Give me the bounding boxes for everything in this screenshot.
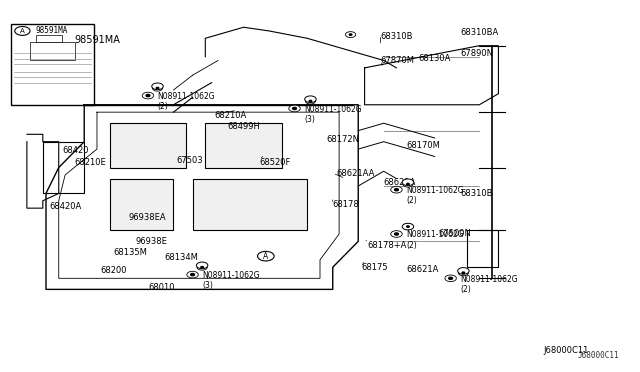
Text: 98591MA: 98591MA <box>75 35 120 45</box>
Circle shape <box>292 108 296 110</box>
Circle shape <box>191 273 195 276</box>
Text: 68178+A: 68178+A <box>368 241 407 250</box>
Text: 68621AA: 68621AA <box>336 169 374 177</box>
Text: 98591MA: 98591MA <box>35 26 68 35</box>
Text: 68310B: 68310B <box>460 189 493 198</box>
Circle shape <box>197 264 207 270</box>
Text: 68420A: 68420A <box>49 202 81 211</box>
Circle shape <box>349 34 352 35</box>
Text: 68621A: 68621A <box>384 178 416 187</box>
Text: 68170M: 68170M <box>406 141 440 150</box>
Text: 67503: 67503 <box>177 155 204 165</box>
Text: 68200: 68200 <box>100 266 127 275</box>
Circle shape <box>462 272 465 273</box>
Circle shape <box>152 83 163 90</box>
Circle shape <box>346 32 356 38</box>
Text: 68172N: 68172N <box>326 135 360 144</box>
Circle shape <box>449 277 452 279</box>
Circle shape <box>142 92 154 99</box>
Text: A: A <box>263 251 268 261</box>
Text: J68000C11: J68000C11 <box>578 350 620 359</box>
Circle shape <box>458 270 468 276</box>
Circle shape <box>146 94 150 97</box>
Text: 67870M: 67870M <box>381 56 415 65</box>
Circle shape <box>402 179 413 186</box>
Text: 68175: 68175 <box>362 263 388 272</box>
Circle shape <box>403 224 413 230</box>
Circle shape <box>406 226 409 227</box>
Text: 67500N: 67500N <box>438 230 471 238</box>
Circle shape <box>394 189 398 191</box>
Circle shape <box>458 267 469 274</box>
Text: 68130A: 68130A <box>419 54 451 63</box>
Text: N08911-1062G
(2): N08911-1062G (2) <box>406 230 463 250</box>
Circle shape <box>394 233 398 235</box>
Bar <box>30 42 75 61</box>
Text: 68135M: 68135M <box>113 248 147 257</box>
Circle shape <box>289 105 300 112</box>
Text: 96938EA: 96938EA <box>129 213 166 222</box>
Circle shape <box>309 100 312 102</box>
Bar <box>205 123 282 167</box>
Circle shape <box>391 186 402 193</box>
Bar <box>109 123 186 167</box>
Text: 68310BA: 68310BA <box>460 28 499 37</box>
Text: 68178: 68178 <box>333 200 360 209</box>
Circle shape <box>187 271 198 278</box>
Text: A: A <box>20 28 25 34</box>
Text: 68520F: 68520F <box>259 157 291 167</box>
Text: N08911-1062G
(2): N08911-1062G (2) <box>460 275 518 294</box>
Circle shape <box>402 223 413 230</box>
Text: 68621A: 68621A <box>406 264 438 273</box>
Text: 68420: 68420 <box>62 147 88 155</box>
Text: N08911-1062G
(3): N08911-1062G (3) <box>202 271 260 290</box>
Bar <box>36 35 62 42</box>
Circle shape <box>257 251 274 261</box>
Circle shape <box>15 26 30 35</box>
Text: 68210A: 68210A <box>215 111 247 121</box>
Text: J68000C11: J68000C11 <box>543 346 588 355</box>
Circle shape <box>156 87 159 89</box>
Text: 68310B: 68310B <box>381 32 413 41</box>
Bar <box>193 179 307 230</box>
Text: 68210E: 68210E <box>75 157 106 167</box>
Circle shape <box>403 181 413 187</box>
Text: 67890N: 67890N <box>460 49 493 58</box>
Text: 68134M: 68134M <box>164 253 198 263</box>
Text: N08911-1062G
(2): N08911-1062G (2) <box>406 186 463 205</box>
Circle shape <box>406 183 409 185</box>
Circle shape <box>305 98 316 104</box>
Circle shape <box>445 275 456 282</box>
Text: 96938E: 96938E <box>135 237 167 246</box>
Circle shape <box>152 85 163 91</box>
Bar <box>11 23 94 105</box>
Text: 68499H: 68499H <box>228 122 260 131</box>
Circle shape <box>391 231 402 237</box>
Circle shape <box>196 262 208 269</box>
Circle shape <box>201 266 204 268</box>
Circle shape <box>305 96 316 103</box>
Text: N08911-1062G
(3): N08911-1062G (3) <box>304 105 362 124</box>
Bar <box>109 179 173 230</box>
Text: N08911-1062G
(2): N08911-1062G (2) <box>157 92 215 111</box>
Text: 68010: 68010 <box>148 283 175 292</box>
